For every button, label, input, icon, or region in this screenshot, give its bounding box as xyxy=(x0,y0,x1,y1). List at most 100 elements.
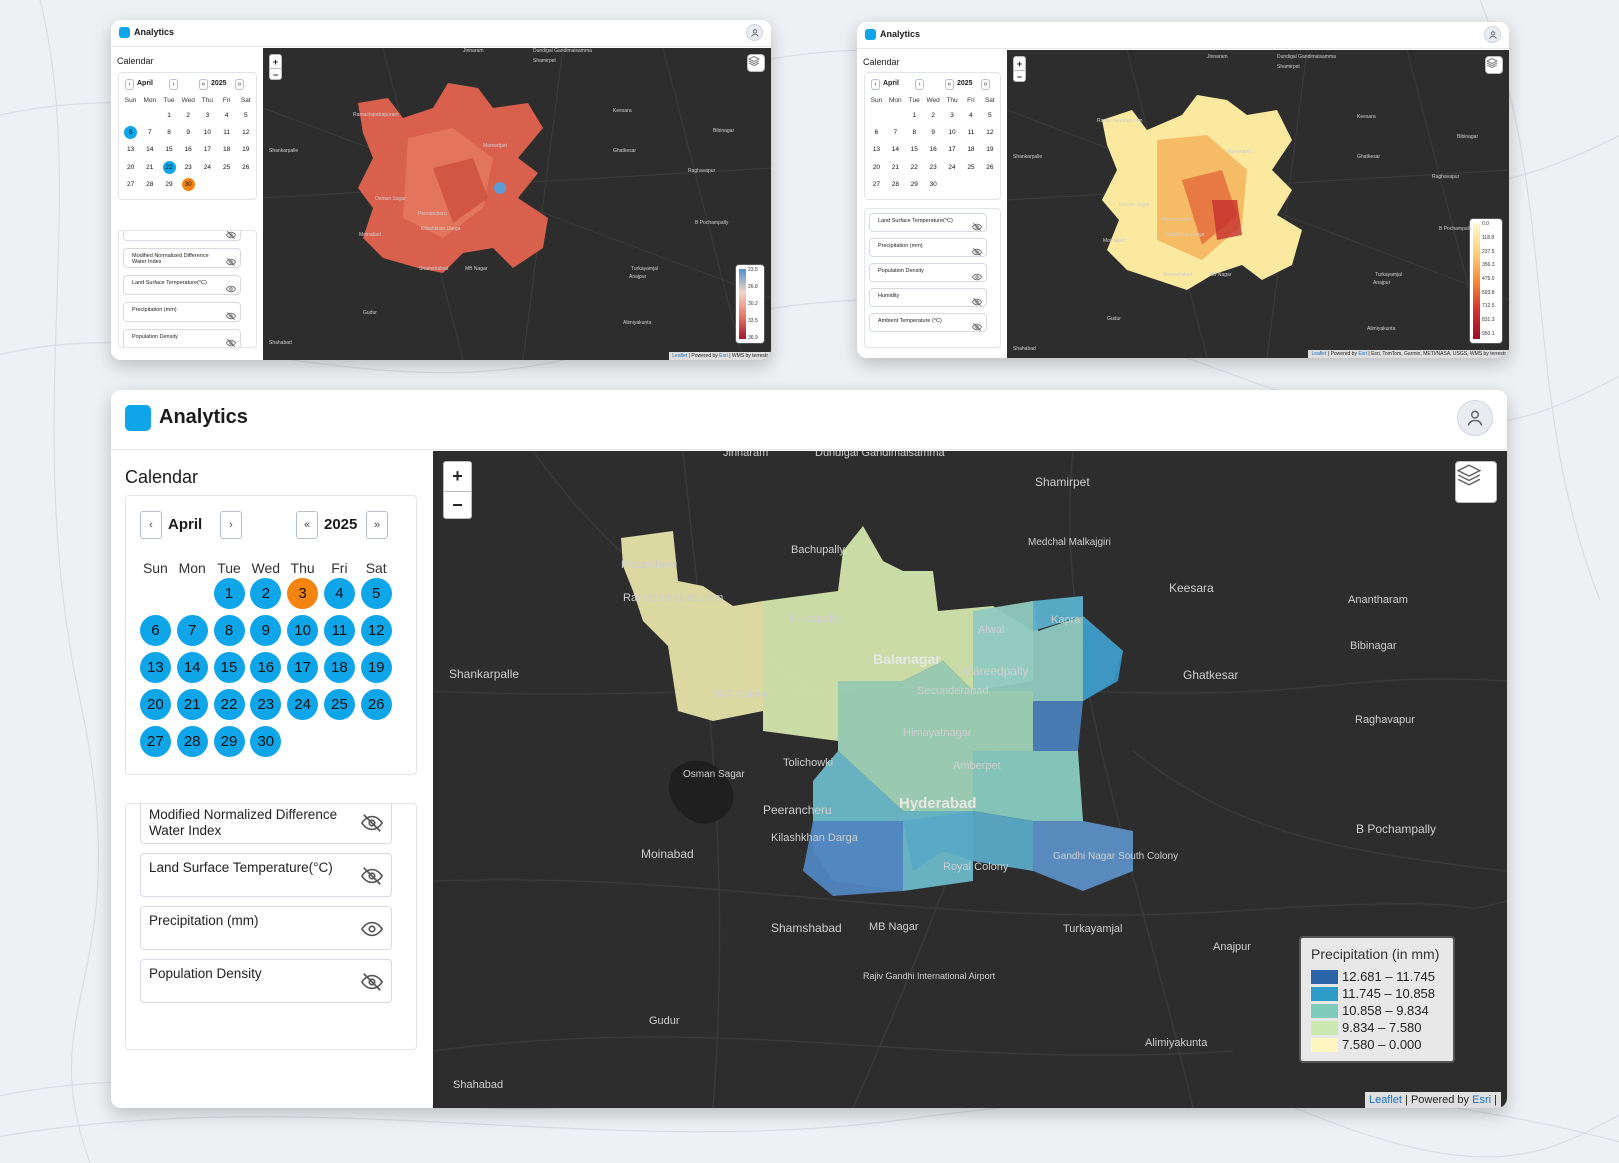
calendar-day[interactable]: 20 xyxy=(872,163,881,171)
eye-icon[interactable] xyxy=(971,269,983,280)
esri-link[interactable]: Esri xyxy=(1472,1094,1492,1106)
next-year-button[interactable]: » xyxy=(235,79,244,90)
layer-item[interactable]: Precipitation (mm) xyxy=(869,238,987,257)
leaflet-link[interactable]: Leaflet xyxy=(1311,351,1327,357)
calendar-day[interactable]: 7 xyxy=(147,129,152,137)
zoom-in-button[interactable]: + xyxy=(452,466,463,486)
calendar-day[interactable]: 10 xyxy=(287,615,319,646)
calendar-day[interactable]: 17 xyxy=(287,652,319,683)
prev-year-button[interactable]: « xyxy=(296,511,318,539)
calendar-day[interactable]: 2 xyxy=(186,112,190,119)
calendar-day[interactable]: 16 xyxy=(184,146,192,154)
calendar-day[interactable]: 19 xyxy=(242,146,250,154)
calendar-day[interactable]: 25 xyxy=(967,163,975,171)
layer-item[interactable]: Population Density xyxy=(140,959,392,1003)
calendar-day[interactable]: 6 xyxy=(874,129,879,137)
calendar-day[interactable]: 14 xyxy=(891,146,899,154)
calendar-day[interactable]: 24 xyxy=(948,163,956,171)
eye-off-icon[interactable] xyxy=(225,231,237,240)
calendar-day[interactable]: 19 xyxy=(986,146,994,154)
eye-off-icon[interactable] xyxy=(971,294,983,306)
calendar-day[interactable]: 14 xyxy=(146,146,154,154)
layers-control[interactable] xyxy=(1485,56,1503,74)
prev-year-button[interactable]: « xyxy=(945,79,954,90)
calendar-day[interactable]: 11 xyxy=(223,129,230,137)
calendar-day[interactable]: 5 xyxy=(988,112,992,119)
prev-month-button[interactable]: ‹ xyxy=(140,511,162,539)
calendar-day[interactable]: 5 xyxy=(360,578,392,609)
calendar-day[interactable]: 15 xyxy=(910,146,918,154)
zoom-out-button[interactable]: − xyxy=(444,491,471,519)
next-year-button[interactable]: » xyxy=(981,79,990,90)
calendar-day[interactable]: 20 xyxy=(139,689,171,720)
layer-item[interactable]: Humidity xyxy=(869,288,987,307)
calendar-day[interactable]: 29 xyxy=(213,726,245,757)
calendar-day[interactable]: 21 xyxy=(176,689,208,720)
calendar-day[interactable]: 29 xyxy=(165,180,173,188)
calendar-day[interactable]: 23 xyxy=(250,689,282,720)
calendar-day[interactable]: 30 xyxy=(250,726,282,757)
user-avatar[interactable] xyxy=(746,24,763,41)
eye-off-icon[interactable] xyxy=(225,254,237,267)
layer-list[interactable]: Land Surface Temperature(°C) Precipitatio… xyxy=(864,208,1001,348)
calendar-day[interactable]: 7 xyxy=(893,129,898,137)
layer-item[interactable]: Precipitation (mm) xyxy=(140,906,392,950)
calendar-day[interactable]: 24 xyxy=(287,689,319,720)
calendar-day[interactable]: 17 xyxy=(948,146,956,154)
calendar-day[interactable]: 17 xyxy=(203,146,211,154)
calendar-day[interactable]: 26 xyxy=(986,163,994,171)
prev-year-button[interactable]: « xyxy=(199,79,208,90)
calendar-day[interactable]: 26 xyxy=(360,689,392,720)
calendar-day[interactable]: 23 xyxy=(929,163,937,171)
eye-off-icon[interactable] xyxy=(360,865,384,887)
calendar-day[interactable]: 15 xyxy=(213,652,245,683)
calendar-day[interactable]: 22 xyxy=(162,160,176,174)
calendar-day[interactable]: 27 xyxy=(139,726,171,757)
next-year-button[interactable]: » xyxy=(366,511,388,539)
calendar-day[interactable]: 26 xyxy=(242,163,250,171)
layer-item[interactable]: Population Density xyxy=(123,329,241,347)
calendar-day[interactable]: 21 xyxy=(891,163,899,171)
eye-off-icon[interactable] xyxy=(971,219,983,231)
layer-list[interactable]: Modified Normalized Difference Water Ind… xyxy=(125,803,417,1050)
calendar-day[interactable]: 7 xyxy=(176,615,208,646)
calendar-day[interactable]: 12 xyxy=(360,615,392,646)
leaflet-link[interactable]: Leaflet xyxy=(1368,1094,1402,1106)
esri-link[interactable]: Esri xyxy=(1358,351,1367,357)
map-view[interactable]: + − 23.5 26.8 30.2 33.5 36.9 Leaflet | Power… xyxy=(263,48,771,360)
calendar-day[interactable]: 6 xyxy=(139,615,171,646)
calendar-day[interactable]: 24 xyxy=(203,163,211,171)
layer-list[interactable]: Vegetation Index Modified Normalized Diff… xyxy=(118,230,257,348)
calendar-day[interactable]: 4 xyxy=(224,112,229,119)
calendar-day[interactable]: 25 xyxy=(222,163,231,171)
next-month-button[interactable]: › xyxy=(169,79,178,90)
zoom-out-button[interactable]: − xyxy=(270,68,281,81)
eye-off-icon[interactable] xyxy=(225,308,237,321)
user-avatar[interactable] xyxy=(1457,400,1493,436)
user-avatar[interactable] xyxy=(1484,26,1501,43)
calendar-day[interactable]: 10 xyxy=(948,129,956,137)
zoom-in-button[interactable]: + xyxy=(272,56,279,67)
calendar-day[interactable]: 22 xyxy=(213,689,245,720)
calendar-day[interactable]: 2 xyxy=(250,578,282,609)
eye-off-icon[interactable] xyxy=(971,319,983,331)
leaflet-link[interactable]: Leaflet xyxy=(672,353,688,359)
calendar-day[interactable]: 18 xyxy=(323,652,355,683)
calendar-day[interactable]: 1 xyxy=(213,578,245,609)
calendar-day[interactable]: 13 xyxy=(139,652,171,683)
esri-link[interactable]: Esri xyxy=(719,353,728,359)
layer-item[interactable]: Land Surface Temperature(°C) xyxy=(140,853,392,897)
calendar-day[interactable]: 8 xyxy=(912,129,917,137)
calendar-day[interactable]: 9 xyxy=(186,129,190,137)
prev-month-button[interactable]: ‹ xyxy=(125,79,134,90)
calendar-day[interactable]: 8 xyxy=(213,615,245,646)
calendar-day[interactable]: 22 xyxy=(910,163,918,171)
calendar-day[interactable]: 13 xyxy=(872,146,881,154)
calendar-day[interactable]: 10 xyxy=(203,129,211,137)
calendar-day[interactable]: 21 xyxy=(146,163,154,171)
calendar-day[interactable]: 3 xyxy=(950,112,954,119)
calendar-day[interactable]: 14 xyxy=(176,652,208,683)
layer-item[interactable]: Land Surface Temperature(°C) xyxy=(123,275,241,295)
calendar-day[interactable]: 4 xyxy=(969,112,973,119)
calendar-day[interactable]: 16 xyxy=(250,652,282,683)
